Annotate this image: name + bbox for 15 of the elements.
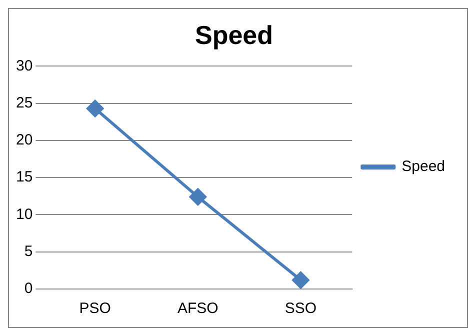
y-tick-label: 30 — [16, 57, 33, 74]
legend-label: Speed — [402, 158, 445, 176]
chart-title: Speed — [194, 20, 274, 50]
x-tick-label: PSO — [79, 300, 111, 318]
point — [86, 100, 104, 118]
y-tick-label: 25 — [16, 94, 33, 112]
point — [292, 272, 310, 289]
x-tick-label: AFSO — [177, 300, 218, 318]
y-tick-label: 10 — [16, 206, 33, 223]
point — [189, 188, 206, 206]
y-tick-label: 15 — [16, 168, 33, 186]
x-tick-label: SSO — [284, 300, 317, 318]
y-tick-label: 20 — [16, 132, 33, 149]
y-tick-label: 5 — [24, 243, 33, 260]
y-tick-label: 0 — [24, 280, 33, 298]
